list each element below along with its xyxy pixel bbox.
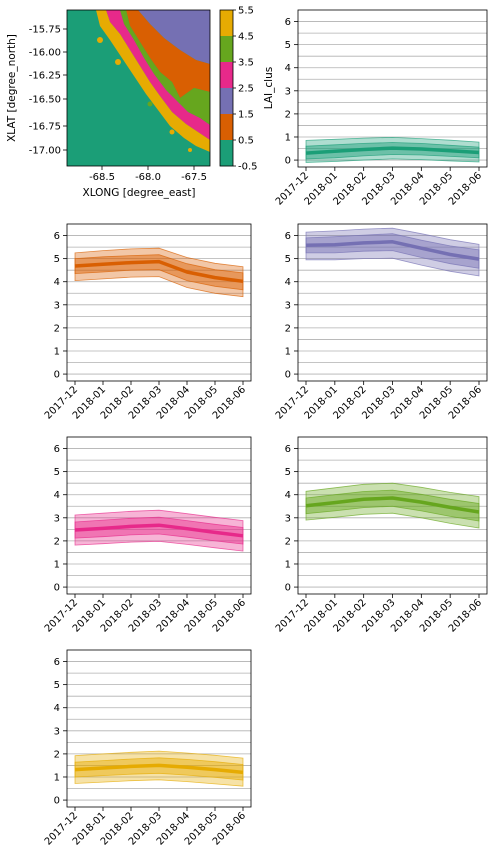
y-tick-label: 2 — [285, 109, 291, 120]
map-y-tick-label: -15.75 — [29, 25, 61, 36]
mean-line — [74, 259, 244, 284]
colorbar-segment — [220, 88, 233, 115]
line-panel-1: 01234562017-122018-012018-022018-032018-… — [274, 9, 488, 208]
map-y-tick-label: -16.00 — [29, 48, 61, 59]
y-tick-label: 1 — [54, 559, 60, 570]
y-tick-label: 3 — [285, 86, 291, 97]
y-tick-label: 6 — [285, 231, 291, 242]
y-tick-label: 6 — [54, 231, 60, 242]
colorbar-tick-label: 5.5 — [238, 6, 254, 17]
colorbar-tick-label: 2.5 — [238, 84, 254, 95]
map-y-tick-label: -16.25 — [29, 71, 61, 82]
mean-line — [305, 496, 480, 514]
y-tick-label: 2 — [54, 749, 60, 760]
y-tick-label: 5 — [54, 254, 60, 265]
y-tick-label: 4 — [285, 63, 291, 74]
mean-line — [305, 240, 480, 261]
axes-frame — [66, 223, 252, 382]
colorbar-segment — [220, 140, 233, 167]
y-tick-label: 3 — [54, 726, 60, 737]
inner-range-band — [305, 489, 480, 522]
y-tick-label: 6 — [54, 444, 60, 455]
y-tick-label: 0 — [285, 156, 291, 167]
map-x-tick-label: -68.5 — [89, 172, 115, 183]
line-panel-6: 01234562017-122018-012018-022018-032018-… — [43, 649, 252, 848]
y-tick-label: 6 — [54, 657, 60, 668]
inner-range-band — [305, 233, 480, 269]
y-tick-label: 4 — [54, 490, 60, 501]
y-tick-label: 6 — [285, 444, 291, 455]
inner-range-band — [305, 142, 480, 160]
map-x-tick-label: -68.0 — [135, 172, 161, 183]
y-tick-label: 2 — [54, 323, 60, 334]
y-tick-label: 5 — [285, 40, 291, 51]
y-tick-label: 4 — [54, 277, 60, 288]
map-x-tick-label: -67.5 — [181, 172, 207, 183]
map-y-tick-label: -16.50 — [29, 95, 61, 106]
map-y-tick-label: -17.00 — [29, 146, 61, 157]
map-frame — [66, 9, 211, 167]
inner-range-band — [74, 757, 244, 781]
outer-range-band — [305, 482, 480, 529]
y-tick-label: 1 — [54, 772, 60, 783]
y-tick-label: 0 — [285, 370, 291, 381]
map-y-ticks: -15.75 -16.00 -16.25 -16.50 -16.75 -17.00 — [29, 25, 67, 157]
colorbar-segment — [220, 114, 233, 141]
y-tick-label: 0 — [54, 370, 60, 381]
map-y-label: XLAT [degree_north] — [6, 34, 18, 142]
line-panels: 01234562017-122018-012018-022018-032018-… — [43, 9, 488, 848]
colorbar-tick-label: 0.5 — [238, 136, 254, 147]
outer-range-band — [305, 227, 480, 277]
line-panel-2: 01234562017-122018-012018-022018-032018-… — [43, 223, 252, 422]
y-tick-label: 3 — [285, 300, 291, 311]
y-tick-label: 3 — [54, 300, 60, 311]
outer-range-band — [74, 247, 244, 298]
colorbar-tick-label: 4.5 — [238, 32, 254, 43]
y-tick-label: 2 — [285, 323, 291, 334]
y-tick-label: 5 — [285, 467, 291, 478]
y-tick-label: 4 — [285, 277, 291, 288]
map-x-label: XLONG [degree_east] — [83, 187, 196, 199]
colorbar-label: LAI_clus — [263, 67, 275, 109]
y-tick-label: 0 — [54, 796, 60, 807]
map-image — [67, 10, 210, 166]
colorbar-segment — [220, 62, 233, 89]
line-panel-4: 01234562017-122018-012018-022018-032018-… — [43, 436, 252, 635]
map-panel: -68.5 -68.0 -67.5 -15.75 -16.00 -16.25 -16.50… — [6, 6, 275, 200]
inner-range-band — [74, 516, 244, 545]
y-tick-label: 1 — [285, 132, 291, 143]
y-tick-label: 5 — [54, 467, 60, 478]
colorbar-segment — [220, 36, 233, 63]
y-tick-label: 2 — [54, 536, 60, 547]
mean-line — [74, 523, 244, 538]
y-tick-label: 4 — [285, 490, 291, 501]
colorbar-tick-label: 3.5 — [238, 58, 254, 69]
y-tick-label: 5 — [285, 254, 291, 265]
colorbar-tick-label: 1.5 — [238, 110, 254, 121]
y-tick-label: 0 — [285, 583, 291, 594]
y-tick-label: 3 — [54, 513, 60, 524]
line-panel-5: 01234562017-122018-012018-022018-032018-… — [274, 436, 488, 635]
outer-range-band — [305, 136, 480, 163]
colorbar: 5.5 4.5 3.5 2.5 1.5 0.5 -0.5 — [219, 6, 258, 173]
map-x-ticks: -68.5 -68.0 -67.5 — [89, 166, 207, 183]
y-tick-label: 4 — [54, 703, 60, 714]
y-tick-label: 6 — [285, 17, 291, 28]
y-tick-label: 2 — [285, 536, 291, 547]
colorbar-segment — [220, 10, 233, 37]
y-tick-label: 1 — [54, 346, 60, 357]
line-panel-3: 01234562017-122018-012018-022018-032018-… — [274, 223, 488, 422]
mean-line — [74, 763, 244, 775]
mean-line — [305, 146, 480, 155]
y-tick-label: 5 — [54, 680, 60, 691]
map-y-tick-label: -16.75 — [29, 122, 61, 133]
y-tick-label: 3 — [285, 513, 291, 524]
y-tick-label: 1 — [285, 346, 291, 357]
outer-range-band — [74, 509, 244, 552]
colorbar-tick-label: -0.5 — [238, 162, 258, 173]
y-tick-label: 0 — [54, 583, 60, 594]
y-tick-label: 1 — [285, 559, 291, 570]
